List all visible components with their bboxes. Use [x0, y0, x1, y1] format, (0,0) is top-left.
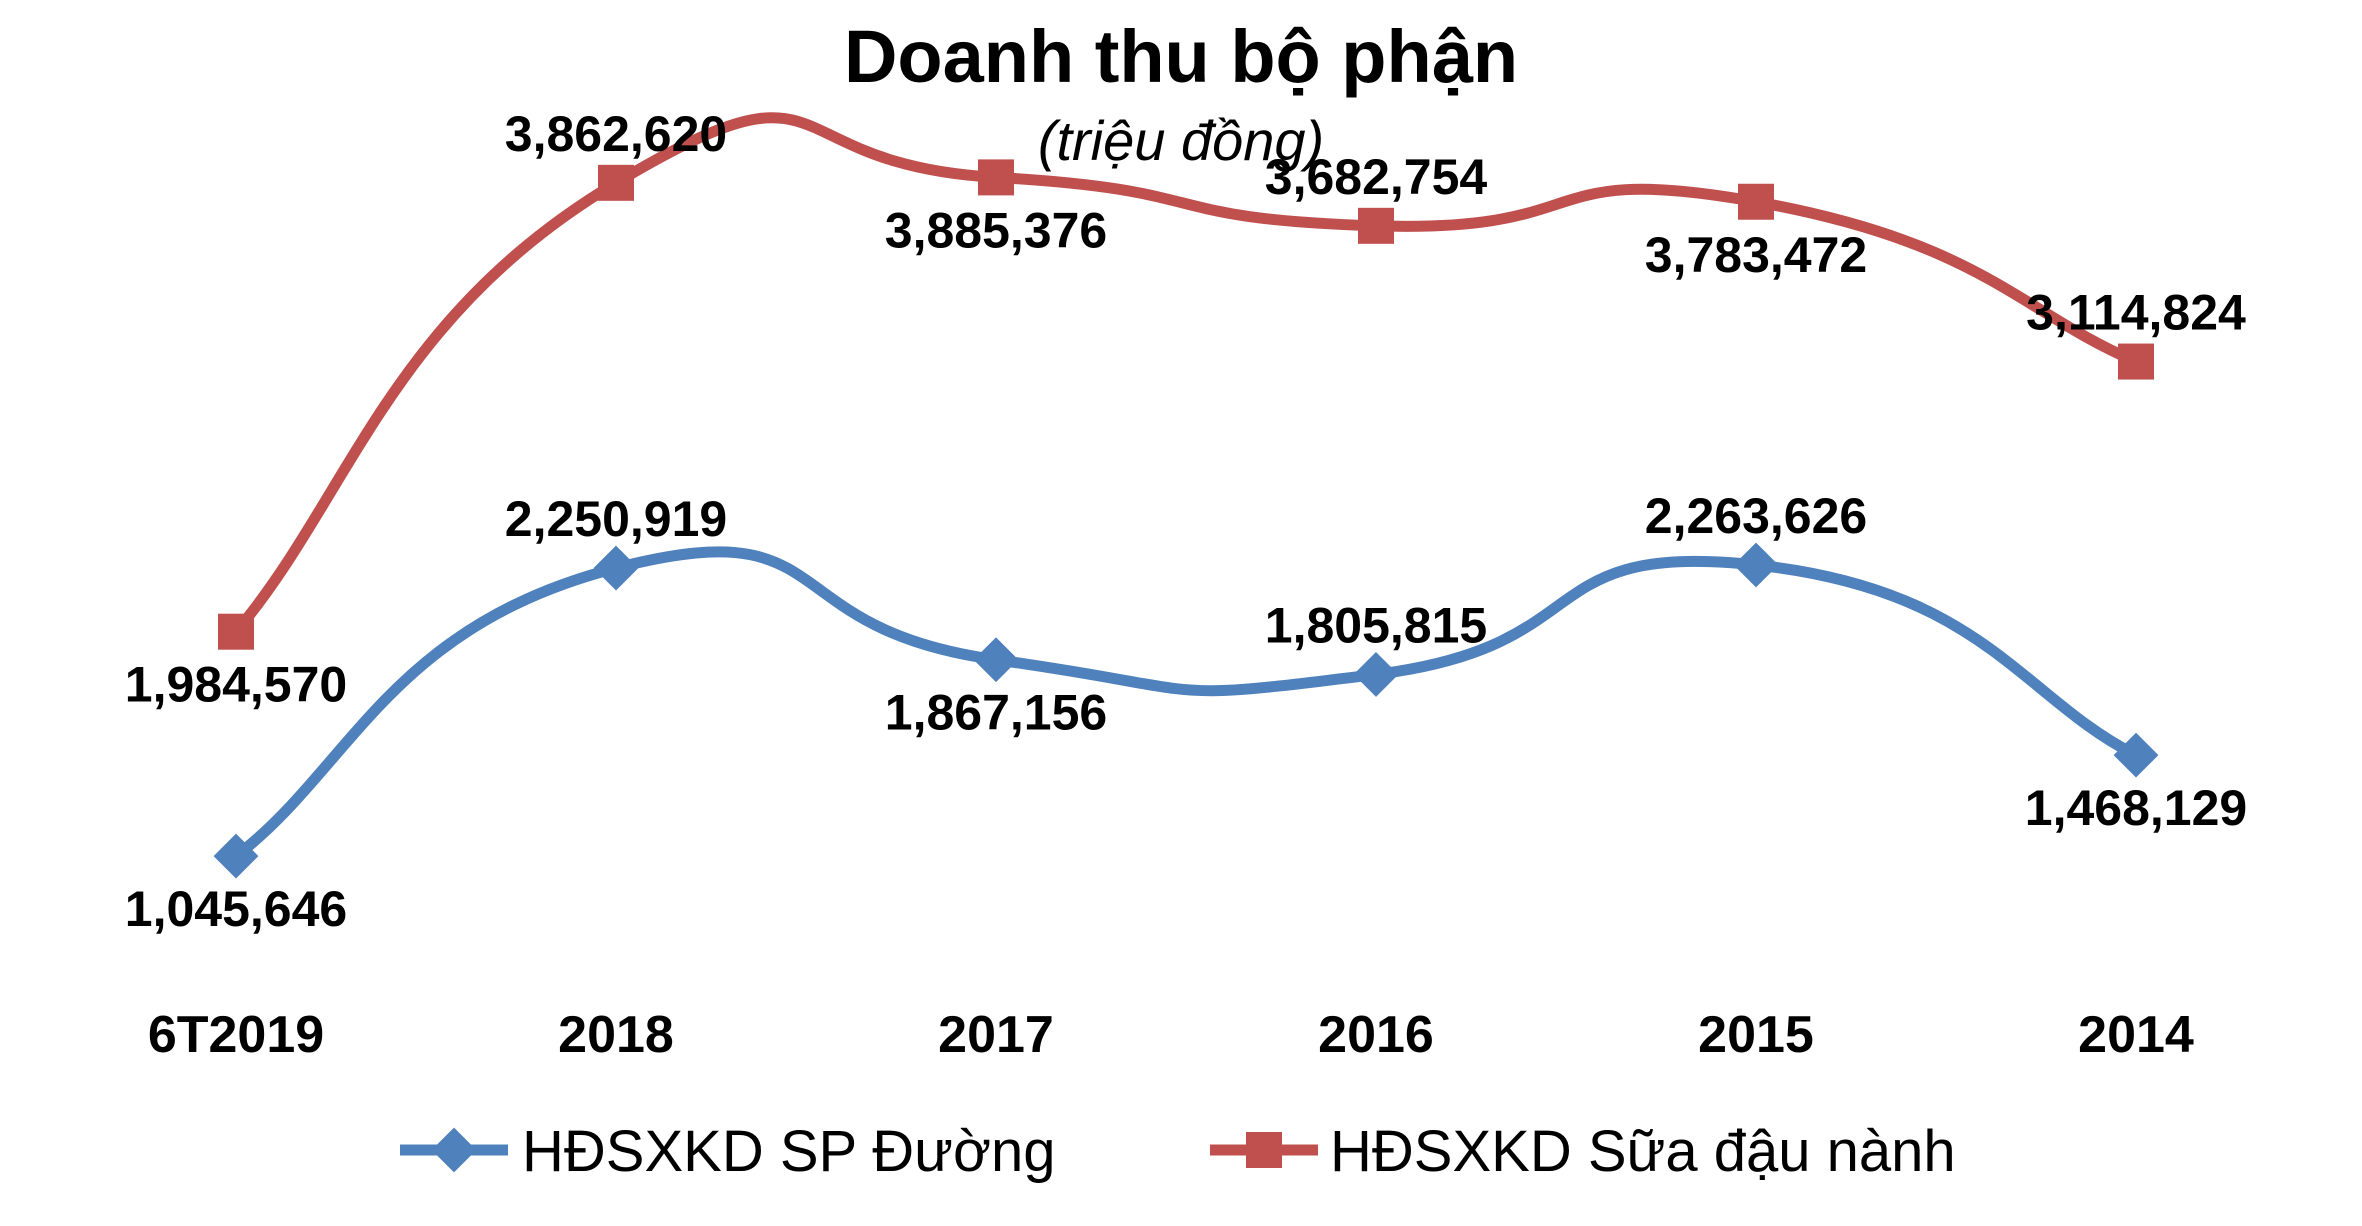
data-point	[1353, 651, 1399, 697]
data-point	[213, 833, 259, 879]
series-line	[230, 112, 2142, 638]
x-tick-label: 2018	[558, 1006, 674, 1064]
data-label: 1,805,815	[1265, 597, 1487, 653]
series-line	[230, 546, 2142, 862]
series-1	[218, 112, 2154, 650]
legend-marker	[1246, 1132, 1282, 1168]
data-label: 2,263,626	[1645, 488, 1867, 544]
data-label: 1,045,646	[125, 881, 347, 937]
legend: HĐSXKD SP Đường HĐSXKD Sữa đậu nành	[400, 1119, 1956, 1184]
x-tick-label: 2015	[1698, 1006, 1814, 1064]
data-label: 3,783,472	[1645, 227, 1867, 283]
data-point	[593, 545, 639, 591]
legend-label: HĐSXKD Sữa đậu nành	[1330, 1119, 1956, 1184]
legend-label: HĐSXKD SP Đường	[522, 1119, 1056, 1184]
x-axis-tick-layer: 6T2019 2018 2017 2016 2015 2014	[148, 1006, 2194, 1064]
data-point	[1733, 542, 1779, 588]
x-tick-label: 6T2019	[148, 1006, 324, 1064]
data-label: 3,682,754	[1265, 149, 1488, 205]
series-layer	[213, 112, 2159, 879]
data-point	[1738, 183, 1774, 220]
data-label: 1,468,129	[2025, 780, 2247, 836]
series-0	[213, 542, 2159, 879]
legend-marker	[431, 1127, 477, 1173]
data-point	[973, 637, 1019, 683]
data-point	[598, 164, 634, 201]
data-label: 1,984,570	[125, 657, 347, 713]
legend-item: HĐSXKD Sữa đậu nành	[1210, 1119, 1956, 1184]
data-label: 1,867,156	[885, 685, 1107, 741]
data-label: 3,862,620	[505, 106, 727, 162]
data-label: 2,250,919	[505, 491, 727, 547]
data-point	[2113, 732, 2159, 778]
data-label: 3,114,824	[2026, 285, 2246, 341]
chart-subtitle: (triệu đồng)	[1037, 109, 1325, 172]
x-tick-label: 2016	[1318, 1006, 1434, 1064]
data-label: 3,885,376	[885, 202, 1107, 258]
data-label-layer: 1,045,646 2,250,919 1,867,156 1,805,815 2,26…	[125, 106, 2247, 937]
data-point	[218, 613, 254, 650]
data-point	[1358, 207, 1394, 244]
data-point	[2118, 343, 2154, 380]
x-tick-label: 2017	[938, 1006, 1054, 1064]
data-point	[978, 159, 1014, 196]
x-tick-label: 2014	[2078, 1006, 2194, 1064]
chart-title: Doanh thu bộ phận	[843, 15, 1519, 98]
legend-item: HĐSXKD SP Đường	[400, 1119, 1056, 1184]
